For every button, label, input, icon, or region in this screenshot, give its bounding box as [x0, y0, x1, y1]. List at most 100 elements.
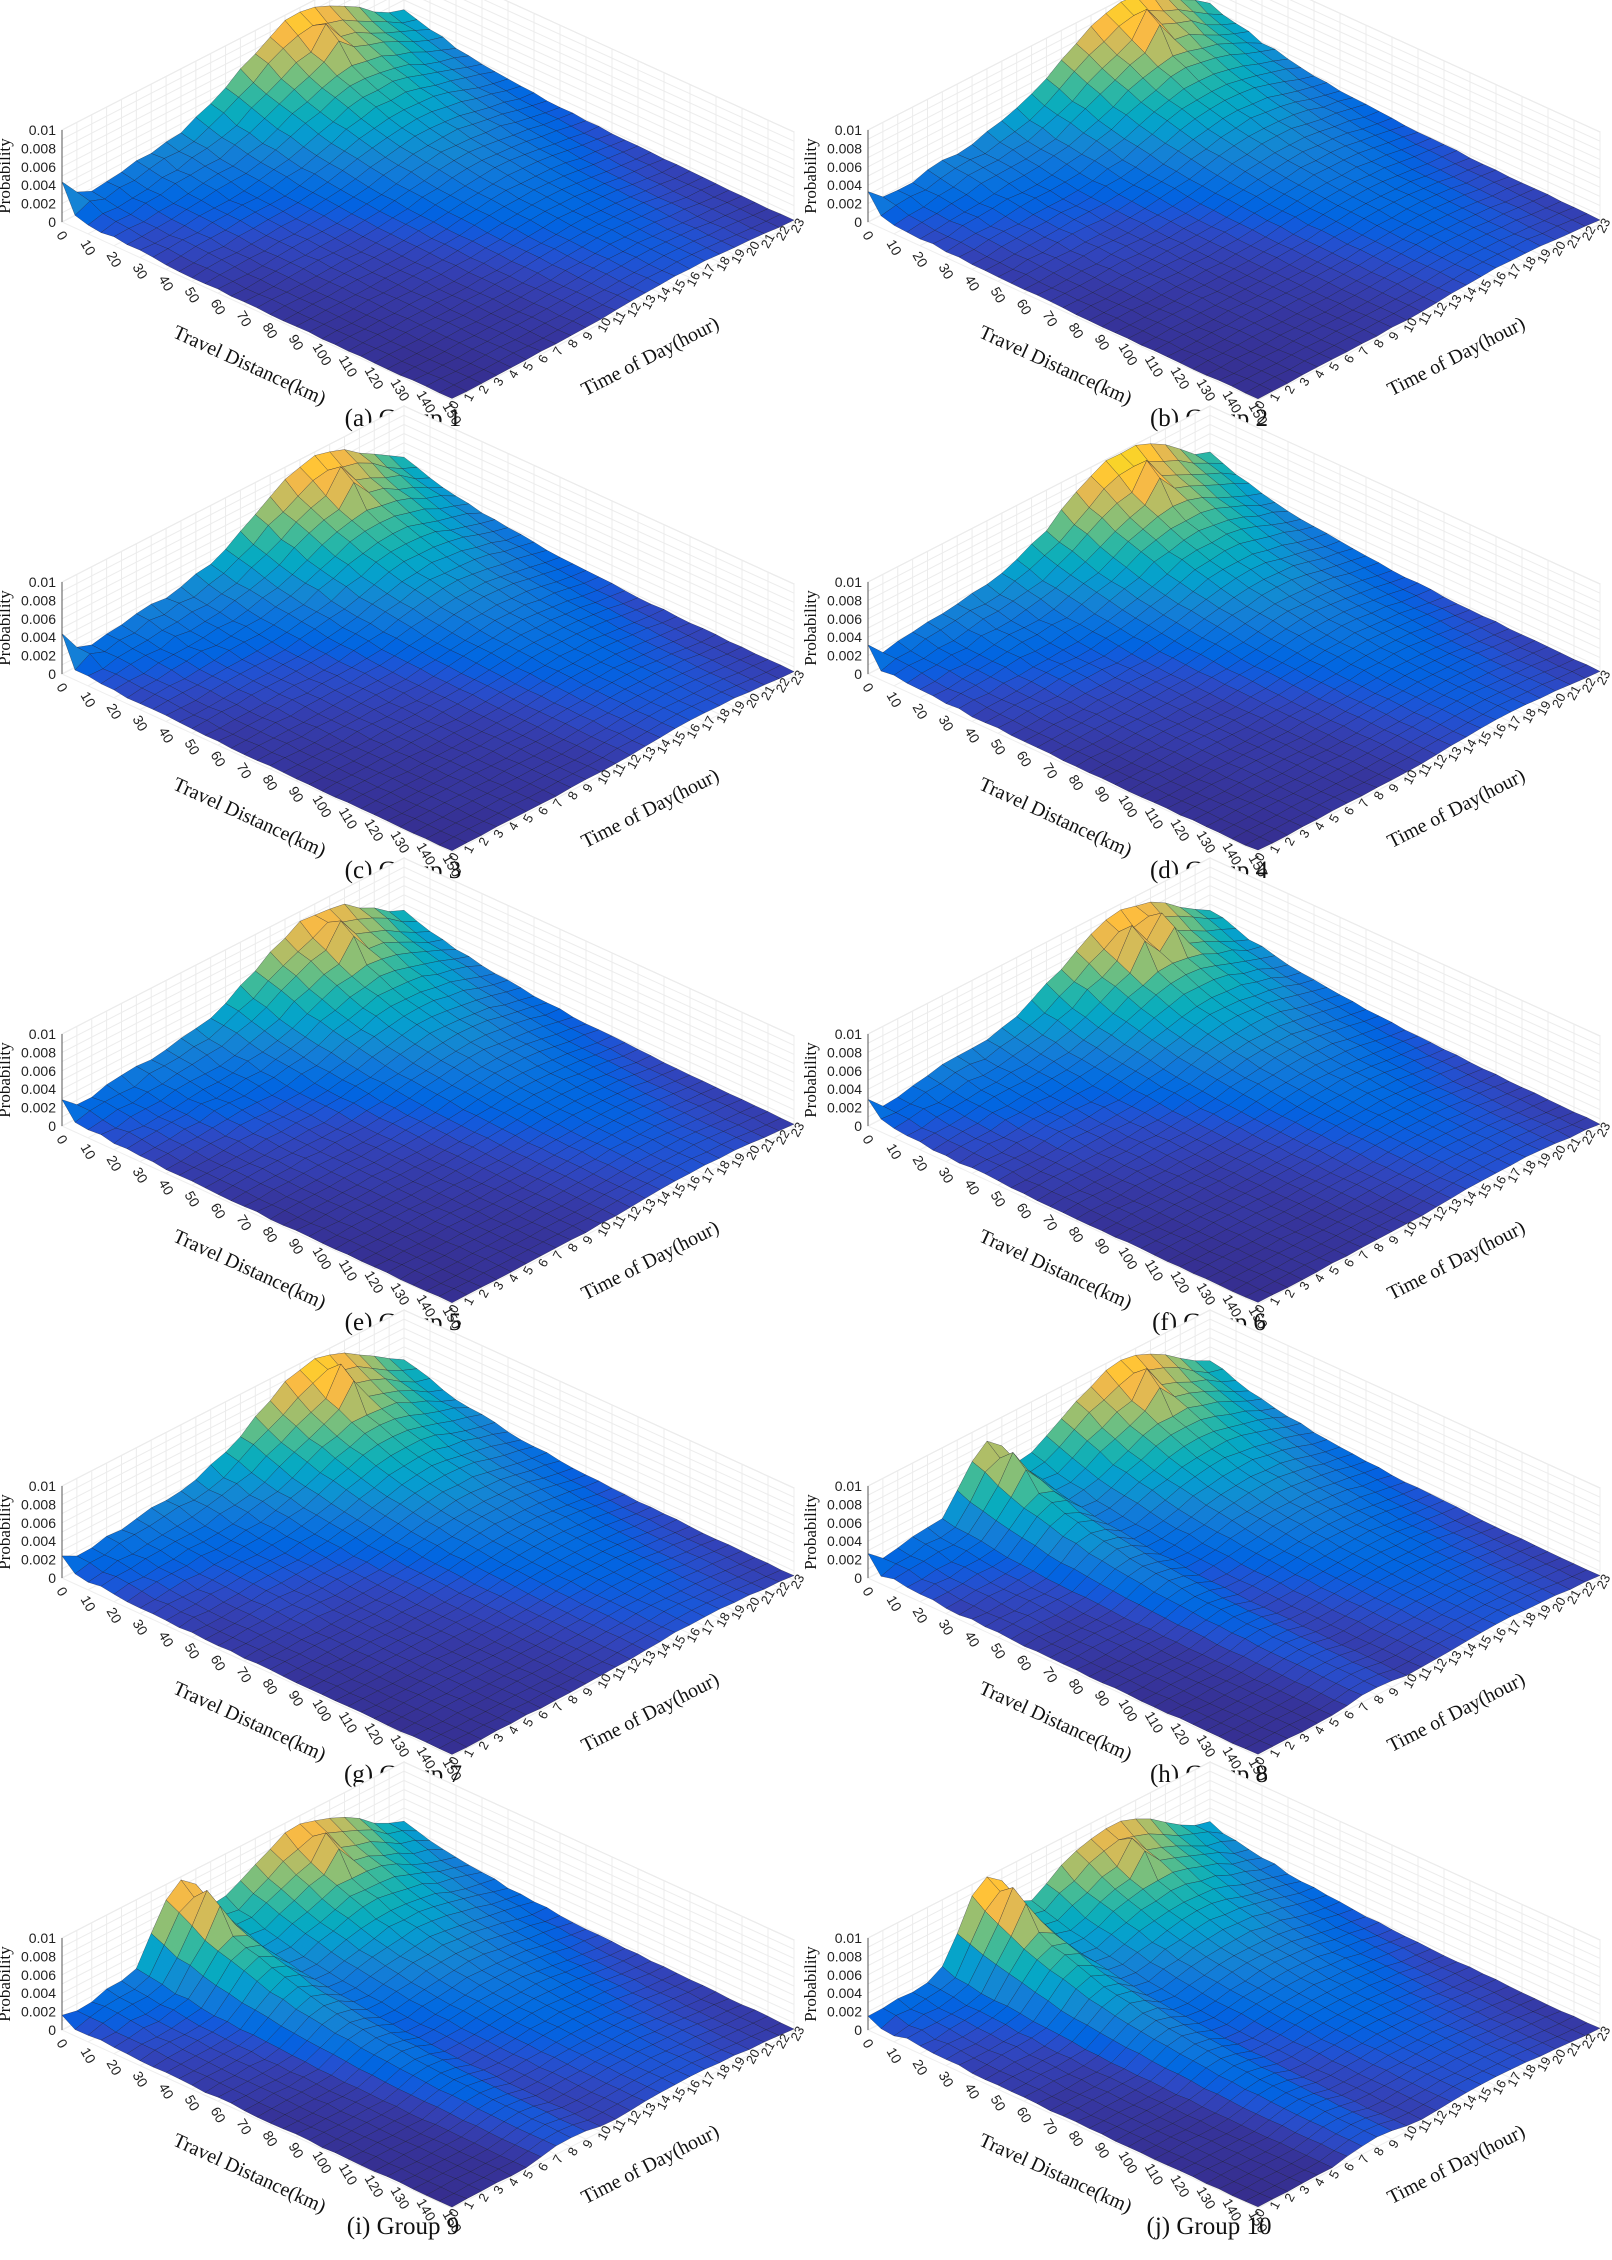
z-tick-label: 0.01	[835, 122, 862, 138]
hour-tick-label: 6	[535, 804, 552, 817]
distance-tick-label: 10	[884, 1593, 906, 1615]
distance-axis-label: Travel Distance(km)	[976, 2129, 1136, 2218]
hour-tick-label: 1	[1266, 390, 1283, 403]
distance-tick-label: 90	[286, 332, 308, 354]
distance-axis-label: Travel Distance(km)	[170, 773, 330, 862]
z-tick-label: 0.008	[827, 1948, 862, 1964]
hour-tick-label: 2	[475, 383, 492, 396]
distance-tick-label: 70	[234, 1664, 256, 1686]
distance-tick-label: 70	[1040, 760, 1062, 782]
hour-tick-label: 2	[1281, 835, 1298, 848]
distance-tick-label: 130	[1194, 2184, 1220, 2212]
hour-tick-label: 1	[1266, 1746, 1283, 1759]
hour-tick-label: 4	[505, 1271, 522, 1284]
z-tick-label: 0.008	[21, 592, 56, 608]
distance-axis-label: Travel Distance(km)	[170, 1225, 330, 1314]
distance-tick-label: 50	[988, 1640, 1010, 1662]
z-tick-label: 0.008	[827, 140, 862, 156]
distance-tick-label: 10	[884, 237, 906, 259]
hour-tick-label: 5	[520, 1716, 537, 1729]
distance-tick-label: 70	[1040, 308, 1062, 330]
distance-tick-label: 60	[208, 1200, 230, 1222]
z-axis-label: Probability	[801, 1946, 820, 2022]
distance-tick-label: 20	[104, 2056, 126, 2078]
hour-tick-label: 1	[460, 842, 477, 855]
z-tick-label: 0.006	[21, 159, 56, 175]
distance-tick-label: 100	[310, 340, 336, 368]
hour-tick-label: 4	[505, 367, 522, 380]
surface-plot: 00.0020.0040.0060.0080.01Probability0102…	[0, 452, 806, 904]
z-tick-label: 0.01	[29, 1478, 56, 1494]
distance-tick-label: 30	[130, 1616, 152, 1638]
hour-tick-label: 8	[564, 2145, 581, 2158]
hour-tick-label: 3	[1296, 375, 1313, 388]
distance-tick-label: 60	[1014, 2104, 1036, 2126]
distance-tick-label: 80	[1066, 772, 1088, 794]
hour-tick-label: 7	[549, 2152, 566, 2165]
z-tick-label: 0.006	[21, 1515, 56, 1531]
distance-tick-label: 90	[286, 1688, 308, 1710]
distance-tick-label: 40	[156, 2080, 178, 2102]
distance-tick-label: 30	[130, 712, 152, 734]
z-tick-label: 0.006	[827, 1063, 862, 1079]
distance-tick-label: 130	[388, 376, 414, 404]
hour-tick-label: 8	[1370, 1693, 1387, 1706]
hour-tick-label: 5	[1326, 812, 1343, 825]
z-axis-label: Probability	[801, 138, 820, 214]
distance-tick-label: 90	[1092, 332, 1114, 354]
hour-tick-label: 3	[490, 2183, 507, 2196]
z-tick-label: 0.008	[827, 1496, 862, 1512]
z-tick-label: 0.008	[21, 1948, 56, 1964]
z-tick-label: 0.01	[835, 1478, 862, 1494]
hour-tick-label: 2	[1281, 1287, 1298, 1300]
z-tick-label: 0.004	[21, 1985, 56, 2001]
distance-tick-label: 10	[78, 1141, 100, 1163]
z-tick-label: 0.004	[21, 1081, 56, 1097]
hour-tick-label: 1	[460, 2198, 477, 2211]
z-tick-label: 0.004	[827, 1533, 862, 1549]
distance-tick-label: 60	[208, 1652, 230, 1674]
z-tick-label: 0	[48, 1118, 56, 1134]
z-tick-label: 0.002	[21, 196, 56, 212]
distance-tick-label: 10	[78, 689, 100, 711]
surface-plot: 00.0020.0040.0060.0080.01Probability0102…	[806, 1356, 1612, 1808]
surface-plot: 00.0020.0040.0060.0080.01Probability0102…	[0, 1356, 806, 1808]
distance-tick-label: 120	[362, 1720, 388, 1748]
z-tick-label: 0.006	[827, 1515, 862, 1531]
distance-tick-label: 40	[156, 1176, 178, 1198]
hour-tick-label: 1	[460, 1294, 477, 1307]
hour-tick-label: 7	[549, 796, 566, 809]
z-tick-label: 0.002	[21, 1100, 56, 1116]
distance-tick-label: 130	[1194, 1280, 1220, 1308]
distance-tick-label: 120	[362, 2172, 388, 2200]
distance-tick-label: 120	[1168, 816, 1194, 844]
distance-tick-label: 130	[388, 1732, 414, 1760]
z-tick-label: 0.004	[21, 629, 56, 645]
distance-tick-label: 130	[1194, 828, 1220, 856]
distance-tick-label: 50	[182, 2092, 204, 2114]
panel-caption: (i) Group 9	[0, 2213, 806, 2241]
hour-tick-label: 9	[579, 1233, 596, 1246]
z-tick-label: 0.008	[827, 1044, 862, 1060]
distance-tick-label: 30	[936, 2068, 958, 2090]
distance-tick-label: 120	[362, 364, 388, 392]
distance-tick-label: 10	[78, 1593, 100, 1615]
distance-tick-label: 40	[962, 272, 984, 294]
z-axis-label: Probability	[0, 1494, 14, 1570]
surface-plot: 00.0020.0040.0060.0080.01Probability0102…	[806, 0, 1612, 452]
z-axis-label: Probability	[801, 1042, 820, 1118]
z-tick-label: 0.006	[827, 611, 862, 627]
z-tick-label: 0.004	[827, 629, 862, 645]
hour-tick-label: 2	[475, 835, 492, 848]
z-tick-label: 0.006	[21, 611, 56, 627]
distance-tick-label: 60	[1014, 748, 1036, 770]
z-tick-label: 0.004	[21, 1533, 56, 1549]
distance-tick-label: 0	[859, 1584, 877, 1599]
